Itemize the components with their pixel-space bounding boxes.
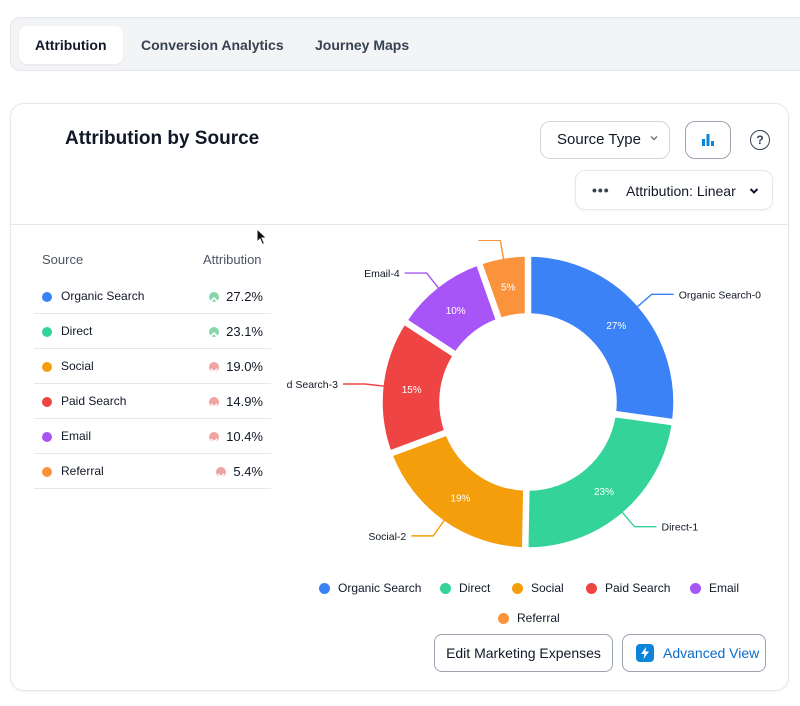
mouse-cursor-icon: [256, 228, 268, 246]
table-row[interactable]: Organic Search 27.2%: [34, 279, 271, 314]
attribution-value: 5.4%: [233, 464, 263, 479]
slice-label: 19%: [450, 494, 470, 505]
series-color-dot: [42, 327, 52, 337]
legend-label: Organic Search: [338, 581, 422, 595]
attribution-model-value: Attribution: Linear: [626, 183, 736, 199]
callout-label: Social-2: [368, 531, 406, 543]
donut-slice-social[interactable]: [391, 434, 525, 549]
callout-line: [636, 293, 674, 308]
advanced-view-button[interactable]: Advanced View: [622, 634, 766, 672]
slice-label: 10%: [446, 306, 466, 317]
slice-label: 15%: [402, 385, 422, 396]
callout-line: [620, 511, 657, 528]
source-name: Email: [61, 429, 92, 443]
donut-slice-email[interactable]: [406, 264, 498, 353]
legend-label: Paid Search: [605, 581, 671, 595]
series-color-dot: [42, 397, 52, 407]
callout-line: [478, 240, 505, 261]
table-row[interactable]: Paid Search 14.9%: [34, 384, 271, 419]
chevron-down-icon: [649, 122, 659, 158]
legend-color-dot: [440, 583, 451, 594]
legend-color-dot: [512, 583, 523, 594]
edit-marketing-expenses-button[interactable]: Edit Marketing Expenses: [434, 634, 613, 672]
more-dots-icon: •••: [592, 182, 610, 198]
attribution-donut-chart: 27% Organic Search-0 23% Direct-1 19% Social-…: [287, 240, 761, 549]
donut-slice-organic-search[interactable]: [529, 255, 675, 421]
attribution-model-select[interactable]: ••• Attribution: Linear: [575, 170, 773, 210]
card-title: Attribution by Source: [65, 128, 260, 149]
advanced-view-label: Advanced View: [663, 645, 760, 661]
series-color-dot: [42, 362, 52, 372]
legend-color-dot: [498, 613, 509, 624]
attribution-value: 14.9%: [226, 394, 263, 409]
legend-label: Social: [531, 581, 564, 595]
attribution-value: 10.4%: [226, 429, 263, 444]
header-divider: [11, 224, 788, 225]
tab-conversion-analytics[interactable]: Conversion Analytics: [141, 37, 284, 53]
chevron-down-icon: [748, 184, 760, 202]
attribution-value: 23.1%: [226, 324, 263, 339]
donut-slice-paid-search[interactable]: [381, 323, 454, 452]
donut-slice-direct[interactable]: [526, 415, 673, 549]
source-name: Organic Search: [61, 289, 145, 303]
table-row[interactable]: Social 19.0%: [34, 349, 271, 384]
source-type-value: Source Type: [557, 131, 641, 148]
legend-label: Referral: [517, 611, 560, 625]
source-name: Paid Search: [61, 394, 127, 408]
trend-down-icon: [209, 432, 219, 444]
column-header-source: Source: [42, 252, 84, 267]
legend-label: Direct: [459, 581, 491, 595]
lightning-icon: [636, 644, 654, 662]
trend-down-icon: [216, 467, 226, 479]
callout-label: Email-4: [364, 268, 400, 280]
chart-type-button[interactable]: [685, 121, 731, 159]
trend-up-icon: [209, 327, 219, 337]
series-color-dot: [42, 467, 52, 477]
source-name: Referral: [61, 464, 104, 478]
source-name: Social: [61, 359, 94, 373]
help-icon[interactable]: ?: [750, 130, 770, 150]
table-row[interactable]: Direct 23.1%: [34, 314, 271, 349]
callout-line: [411, 519, 446, 537]
legend-color-dot: [319, 583, 330, 594]
legend-color-dot: [690, 583, 701, 594]
legend-color-dot: [586, 583, 597, 594]
series-color-dot: [42, 432, 52, 442]
trend-down-icon: [209, 397, 219, 409]
slice-label: 5%: [501, 283, 516, 294]
column-header-attribution: Attribution: [203, 252, 262, 267]
slice-label: 23%: [594, 487, 614, 498]
trend-down-icon: [209, 362, 219, 374]
legend-label: Email: [709, 581, 740, 595]
table-row[interactable]: Referral 5.4%: [34, 454, 271, 489]
donut-slice-referral[interactable]: [481, 255, 527, 319]
callout-line: [404, 272, 440, 290]
table-row[interactable]: Email 10.4%: [34, 419, 271, 454]
tab-journey-maps[interactable]: Journey Maps: [315, 37, 410, 53]
tab-bar: Attribution Conversion Analytics Journey…: [10, 17, 800, 71]
attribution-value: 27.2%: [226, 289, 263, 304]
source-type-select[interactable]: Source Type: [540, 121, 670, 159]
source-name: Direct: [61, 324, 93, 338]
tab-attribution[interactable]: Attribution: [19, 26, 123, 64]
callout-label: Organic Search-0: [679, 289, 761, 301]
attribution-value: 19.0%: [226, 359, 263, 374]
callout-line: [342, 383, 385, 387]
callout-label: Direct-1: [662, 522, 699, 534]
trend-up-icon: [209, 292, 219, 302]
series-color-dot: [42, 292, 52, 302]
bar-chart-icon: [702, 134, 714, 146]
callout-label: d Search-3: [287, 379, 339, 391]
slice-label: 27%: [606, 321, 626, 332]
